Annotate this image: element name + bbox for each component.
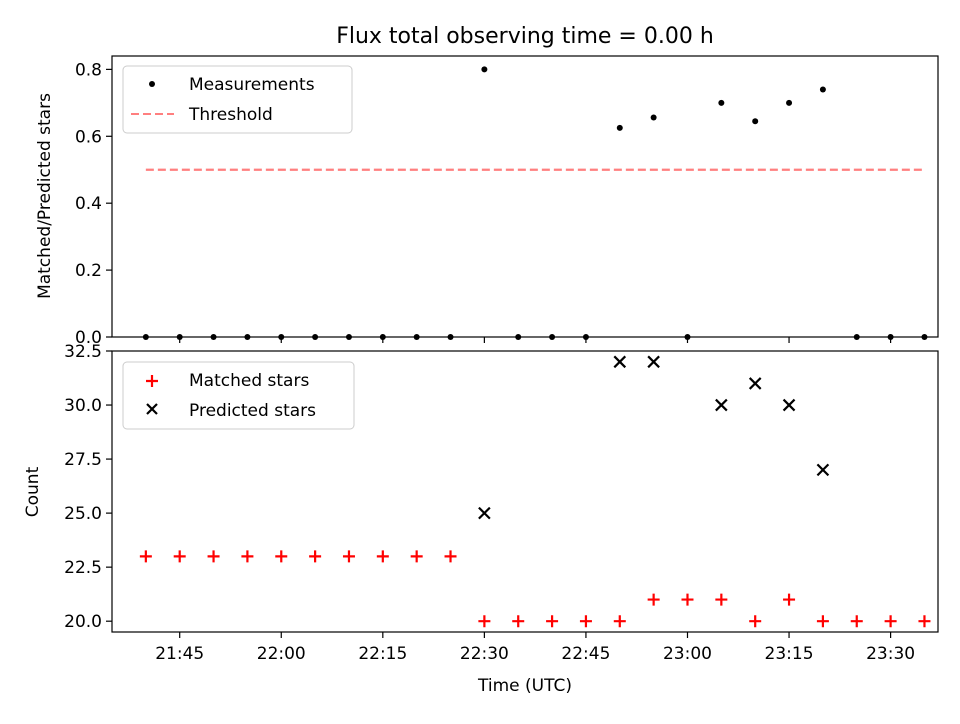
matched-stars-point xyxy=(173,550,186,563)
bottom-legend-box xyxy=(122,361,355,430)
matched-stars-point xyxy=(816,615,829,628)
predicted-stars-point xyxy=(647,355,660,369)
matched-stars-point xyxy=(783,593,796,606)
y-tick-label: 25.0 xyxy=(64,504,102,524)
top-legend-box xyxy=(122,65,353,134)
y-tick-label: 0.2 xyxy=(75,261,102,281)
matched-stars-point xyxy=(647,593,660,606)
measurement-point xyxy=(616,124,623,131)
legend-matched-label: Matched stars xyxy=(189,371,309,391)
count-plot-panel: Count 20.0 22.5 25.0 27.5 30.0 32.5 21:45 22:00… xyxy=(23,342,939,664)
matched-stars-point xyxy=(478,615,491,628)
top-y-axis-label: Matched/Predicted stars xyxy=(35,93,55,299)
ratio-plot-marks xyxy=(142,66,928,340)
predicted-stars-point xyxy=(816,463,830,477)
predicted-stars-point xyxy=(613,355,627,369)
x-tick-label: 22:30 xyxy=(460,644,509,664)
top-axes: 0.0 0.2 0.4 0.6 0.8 xyxy=(75,60,892,348)
matched-stars-point xyxy=(884,615,897,628)
predicted-stars-point xyxy=(748,377,762,390)
legend-measurements-label: Measurements xyxy=(189,75,315,95)
matched-stars-point xyxy=(579,615,592,628)
bottom-legend: Matched stars Predicted stars xyxy=(122,361,355,430)
matched-stars-point xyxy=(410,550,423,563)
x-tick-label: 22:15 xyxy=(358,644,407,664)
x-tick-label: 23:30 xyxy=(866,644,915,664)
measurement-point xyxy=(650,114,657,121)
x-tick-label: 22:45 xyxy=(561,644,610,664)
figure-title: Flux total observing time = 0.00 h xyxy=(336,24,714,49)
measurement-point xyxy=(819,86,826,93)
y-tick-label: 30.0 xyxy=(64,396,102,416)
y-tick-label: 27.5 xyxy=(64,450,102,470)
legend-threshold-label: Threshold xyxy=(188,105,273,125)
measurement-point xyxy=(481,66,488,73)
matched-stars-point xyxy=(376,550,389,563)
y-tick-label: 0.8 xyxy=(75,60,102,80)
matched-stars-point xyxy=(241,550,254,563)
x-tick-label: 22:00 xyxy=(257,644,306,664)
y-tick-label: 20.0 xyxy=(64,612,102,632)
matched-stars-point xyxy=(681,593,694,606)
matched-stars-point xyxy=(275,550,288,563)
y-tick-label: 32.5 xyxy=(64,342,102,362)
matched-stars-point xyxy=(512,615,525,628)
measurement-point xyxy=(718,99,725,106)
count-plot-marks xyxy=(139,355,931,628)
matched-stars-point xyxy=(918,615,931,628)
matched-stars-point xyxy=(342,550,355,563)
matched-stars-point xyxy=(546,615,559,628)
x-tick-label: 23:00 xyxy=(663,644,712,664)
legend-predicted-label: Predicted stars xyxy=(189,401,316,421)
predicted-stars-point xyxy=(478,506,491,520)
legend-measurements-marker xyxy=(149,81,155,87)
matched-stars-point xyxy=(207,550,220,563)
bottom-axes: 20.0 22.5 25.0 27.5 30.0 32.5 21:45 22:00 22:15 2… xyxy=(64,342,915,664)
top-plot-frame xyxy=(111,55,939,338)
matched-stars-point xyxy=(850,615,863,628)
measurement-point xyxy=(786,99,793,106)
x-tick-label: 23:15 xyxy=(765,644,814,664)
y-tick-label: 22.5 xyxy=(64,558,102,578)
matched-stars-point xyxy=(309,550,322,563)
matched-stars-point xyxy=(139,550,152,563)
legend-matched-marker xyxy=(146,375,158,387)
matched-stars-point xyxy=(444,550,457,563)
legend-predicted-marker xyxy=(146,403,158,415)
ratio-plot-panel: Matched/Predicted stars 0.00.20.40.60.8 … xyxy=(35,55,939,348)
x-axis-label: Time (UTC) xyxy=(477,676,572,696)
x-tick-label: 21:45 xyxy=(155,644,204,664)
y-tick-label: 0.6 xyxy=(75,127,102,147)
bottom-plot-frame xyxy=(111,350,939,633)
matched-stars-point xyxy=(749,615,762,628)
matched-stars-point xyxy=(715,593,728,606)
measurement-point xyxy=(752,118,759,125)
predicted-stars-point xyxy=(715,398,728,412)
y-tick-label: 0.4 xyxy=(75,194,102,214)
matched-stars-point xyxy=(613,615,626,628)
y-tick-label: 0.0 xyxy=(75,328,102,348)
predicted-stars-point xyxy=(782,398,796,412)
bottom-y-axis-label: Count xyxy=(23,466,43,517)
top-legend: Measurements Threshold xyxy=(122,65,353,134)
